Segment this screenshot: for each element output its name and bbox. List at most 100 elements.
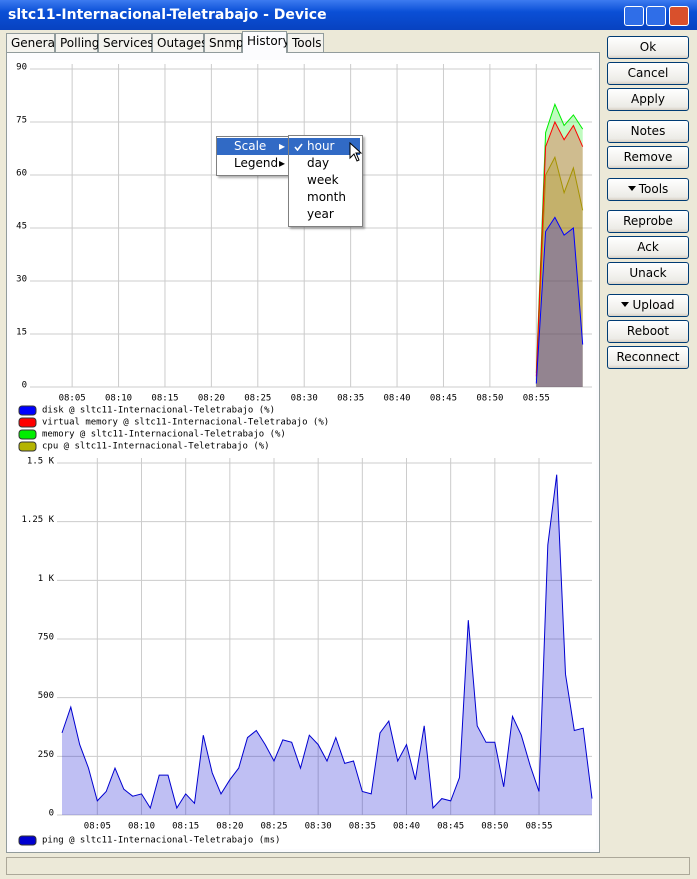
- x-tick-label: 08:35: [349, 822, 376, 832]
- dropdown-arrow: [621, 302, 630, 307]
- submenu: hour day week month year: [288, 135, 363, 227]
- button-label: Unack: [629, 266, 667, 280]
- button-label: Reconnect: [616, 350, 680, 364]
- x-tick-label: 08:30: [291, 394, 318, 404]
- button[interactable]: Apply: [607, 88, 689, 111]
- tab[interactable]: Snmp: [204, 33, 244, 52]
- legend-label: cpu @ sltc11-Internacional-Teletrabajo (…: [42, 442, 270, 452]
- button[interactable]: Tools: [607, 178, 689, 201]
- submenu-item[interactable]: hour: [289, 138, 360, 155]
- area-line: [535, 120, 584, 377]
- x-tick-label: 08:50: [476, 394, 503, 404]
- legend-label: virtual memory @ sltc11-Internacional-Te…: [42, 418, 329, 428]
- button-label: Ok: [639, 40, 657, 54]
- menu-item-label: Scale: [234, 139, 267, 153]
- tab[interactable]: Outages: [152, 33, 207, 52]
- menu-item[interactable]: Scale ▸: [217, 138, 288, 155]
- y-tick-label: 45: [16, 222, 27, 232]
- y-tick-label: 90: [16, 63, 27, 73]
- y-tick-label: 1.5 K: [27, 457, 55, 467]
- button[interactable]: Remove: [607, 146, 689, 169]
- x-tick-label: 08:25: [244, 394, 271, 404]
- area-line: [535, 155, 584, 380]
- x-tick-label: 08:20: [216, 822, 243, 832]
- x-tick-label: 08:55: [525, 822, 552, 832]
- x-tick-label: 08:35: [337, 394, 364, 404]
- area-fill: [536, 157, 583, 387]
- y-tick-label: 15: [16, 328, 27, 338]
- button-label: Reprobe: [623, 214, 673, 228]
- menu-item-label: Legend: [234, 156, 279, 170]
- x-tick-label: 08:45: [430, 394, 457, 404]
- context-menu: Scale ▸ Legend ▸: [216, 136, 291, 176]
- legend-swatch: [18, 429, 37, 440]
- submenu-item-label: month: [307, 190, 346, 204]
- y-tick-label: 0: [49, 809, 54, 819]
- x-tick-label: 08:30: [305, 822, 332, 832]
- button-label: Tools: [638, 182, 669, 196]
- button[interactable]: Ack: [607, 236, 689, 259]
- tab[interactable]: History: [242, 31, 290, 53]
- button[interactable]: Notes: [607, 120, 689, 143]
- area-line: [535, 216, 584, 384]
- button[interactable]: Cancel: [607, 62, 689, 85]
- tab[interactable]: Tools: [287, 33, 324, 52]
- button-label: Reboot: [626, 324, 670, 338]
- legend-swatch: [18, 835, 37, 846]
- y-tick-label: 250: [38, 750, 54, 760]
- button[interactable]: Ok: [607, 36, 689, 59]
- button-label: Notes: [630, 124, 666, 138]
- submenu-item-label: hour: [307, 139, 335, 153]
- button[interactable]: Unack: [607, 262, 689, 285]
- button-label: Apply: [631, 92, 665, 106]
- mouse-cursor: [349, 142, 363, 162]
- x-tick-label: 08:05: [84, 822, 111, 832]
- x-tick-label: 08:25: [260, 822, 287, 832]
- button[interactable]: Reconnect: [607, 346, 689, 369]
- window-title: sltc11-Internacional-Teletrabajo - Devic…: [8, 7, 327, 23]
- legend-label: disk @ sltc11-Internacional-Teletrabajo …: [42, 406, 275, 416]
- button-label: Ack: [637, 240, 659, 254]
- x-tick-label: 08:40: [384, 394, 411, 404]
- status-bar: [6, 857, 690, 875]
- title-bar: sltc11-Internacional-Teletrabajo - Devic…: [0, 0, 697, 30]
- x-tick-label: 08:10: [128, 822, 155, 832]
- y-tick-label: 75: [16, 116, 27, 126]
- x-tick-label: 08:45: [437, 822, 464, 832]
- menu-item[interactable]: Legend ▸: [234, 156, 285, 170]
- tab[interactable]: General: [6, 33, 58, 52]
- button[interactable]: Reprobe: [607, 210, 689, 233]
- y-tick-label: 1 K: [38, 574, 55, 584]
- submenu-item[interactable]: month: [289, 189, 360, 206]
- area-fill: [536, 122, 583, 387]
- submenu-item[interactable]: week: [289, 172, 360, 189]
- submenu-item-label: year: [307, 207, 334, 221]
- legend-swatch: [18, 441, 37, 452]
- submenu-item[interactable]: day: [289, 155, 360, 172]
- y-tick-label: 30: [16, 275, 27, 285]
- button[interactable]: Upload: [607, 294, 689, 317]
- submenu-item-label: week: [307, 173, 339, 187]
- x-tick-label: 08:20: [198, 394, 225, 404]
- x-tick-label: 08:15: [151, 394, 178, 404]
- tab[interactable]: Polling: [55, 33, 99, 52]
- button-label: Remove: [623, 150, 673, 164]
- maximize-button[interactable]: [646, 6, 666, 26]
- legend-swatch: [18, 405, 37, 416]
- x-tick-label: 08:05: [59, 394, 86, 404]
- legend-label: memory @ sltc11-Internacional-Teletrabaj…: [42, 430, 286, 440]
- y-tick-label: 60: [16, 169, 27, 179]
- area-line: [61, 474, 593, 810]
- submenu-item[interactable]: year: [289, 206, 360, 223]
- y-tick-label: 500: [38, 691, 54, 701]
- y-tick-label: 750: [38, 633, 54, 643]
- button[interactable]: Reboot: [607, 320, 689, 343]
- close-button[interactable]: [669, 6, 689, 26]
- minimize-button[interactable]: [624, 6, 644, 26]
- x-tick-label: 08:15: [172, 822, 199, 832]
- area-fill: [536, 217, 583, 387]
- tab[interactable]: Services: [98, 33, 154, 52]
- y-tick-label: 0: [22, 381, 27, 391]
- button-label: Upload: [632, 298, 675, 312]
